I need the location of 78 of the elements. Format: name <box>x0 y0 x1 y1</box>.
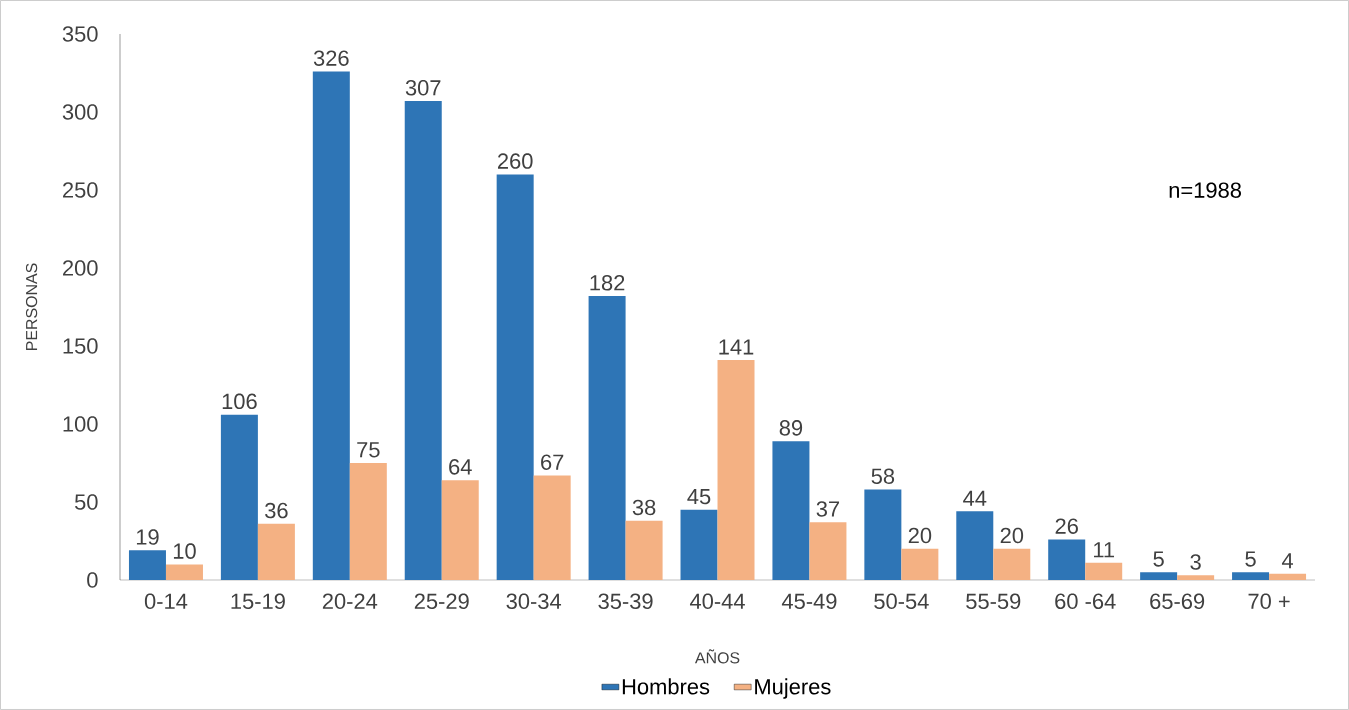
bar <box>496 174 534 580</box>
bar <box>717 360 755 580</box>
data-label: 260 <box>497 153 533 169</box>
data-label: 326 <box>313 50 349 66</box>
x-tick-label: 20-24 <box>322 593 378 610</box>
bar <box>220 414 258 580</box>
bar <box>441 480 479 580</box>
y-tick-label: 250 <box>63 182 98 198</box>
bar <box>809 522 847 580</box>
legend-label: Mujeres <box>755 678 831 699</box>
bar <box>257 523 295 580</box>
data-label: 36 <box>265 502 288 519</box>
x-tick-label: 35-39 <box>598 593 653 610</box>
data-label: 307 <box>405 80 441 96</box>
bar <box>1177 575 1215 580</box>
x-tick-label: 40-44 <box>689 593 745 610</box>
x-tick-label: 60 -64 <box>1055 593 1116 610</box>
data-label: 45 <box>687 488 711 505</box>
data-label: 44 <box>963 490 987 506</box>
x-tick-label: 45-49 <box>781 593 837 610</box>
bar <box>625 520 663 580</box>
bar <box>1085 562 1123 580</box>
data-label: 37 <box>816 501 840 517</box>
y-tick-label: 350 <box>62 26 98 42</box>
bar <box>349 462 387 580</box>
x-tick-label: 65-69 <box>1150 593 1205 610</box>
data-label: 89 <box>779 420 803 436</box>
bar <box>680 509 718 580</box>
data-label: 67 <box>541 454 564 470</box>
data-label: 11 <box>1094 542 1115 558</box>
data-label: 182 <box>590 275 625 291</box>
x-tick-label: 50-54 <box>874 593 929 610</box>
bar <box>993 548 1031 580</box>
bar <box>165 564 203 580</box>
x-tick-label: 25-29 <box>414 593 469 610</box>
bar <box>772 441 810 580</box>
x-tick-label: 30-34 <box>506 593 562 610</box>
bar <box>312 71 350 580</box>
annotation: n=1988 <box>1169 182 1241 198</box>
data-label: 5 <box>1153 551 1164 567</box>
bar <box>864 489 902 580</box>
x-tick-label: 15-19 <box>231 593 285 610</box>
bar <box>1232 572 1270 580</box>
x-tick-label: 70 + <box>1248 593 1290 610</box>
data-label: 20 <box>908 527 932 544</box>
bar <box>128 550 166 580</box>
bar <box>404 101 442 580</box>
data-label: 5 <box>1245 551 1256 567</box>
bar <box>1269 573 1307 580</box>
data-label: 19 <box>136 529 159 545</box>
data-label: 106 <box>222 393 257 410</box>
y-tick-label: 100 <box>63 416 98 432</box>
data-label: 64 <box>449 459 472 475</box>
bar <box>956 511 994 580</box>
y-tick-label: 50 <box>74 494 98 510</box>
y-tick-label: 200 <box>63 260 98 276</box>
y-axis-title: PERSONAS <box>25 263 38 350</box>
data-label: 141 <box>719 339 754 355</box>
bar <box>901 548 939 580</box>
bar <box>588 296 626 580</box>
x-tick-label: 55-59 <box>966 593 1021 610</box>
bar <box>1140 572 1178 580</box>
data-label: 4 <box>1281 553 1294 569</box>
data-label: 58 <box>871 468 895 484</box>
y-tick-label: 300 <box>62 104 98 120</box>
data-label: 26 <box>1055 518 1078 534</box>
data-label: 3 <box>1190 554 1201 570</box>
x-tick-label: 0-14 <box>144 593 188 610</box>
data-label: 38 <box>632 499 656 516</box>
data-label: 10 <box>173 543 196 559</box>
y-tick-label: 150 <box>63 338 98 354</box>
legend-label: Hombres <box>622 678 710 695</box>
bar <box>533 475 571 580</box>
data-label: 20 <box>1000 527 1024 544</box>
x-axis-title: AÑOS <box>694 649 740 664</box>
bar <box>1048 539 1086 580</box>
data-label: 75 <box>357 442 380 458</box>
y-tick-label: 0 <box>87 572 98 588</box>
